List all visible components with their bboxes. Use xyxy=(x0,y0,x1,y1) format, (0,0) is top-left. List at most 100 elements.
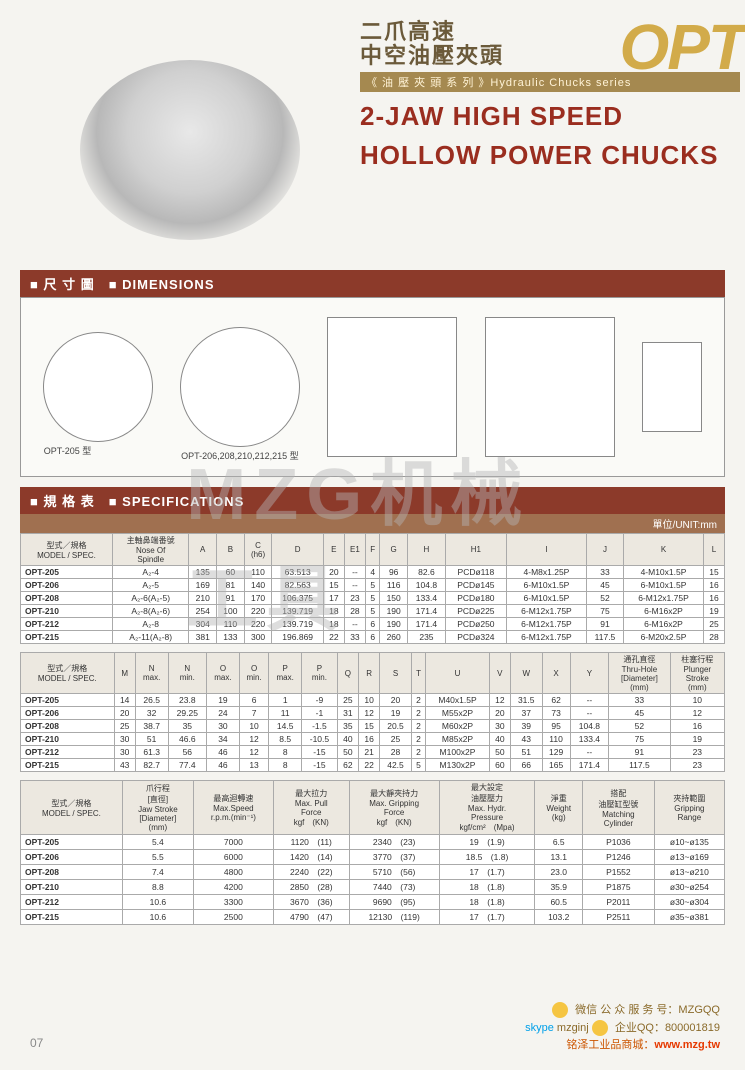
table-cell: M40x1.5P xyxy=(426,694,489,707)
table-cell: 6-M10x1.5P xyxy=(506,579,586,592)
table-cell: 171.4 xyxy=(408,618,446,631)
table-row: OPT-21510.625004790 (47)12130 (119)17 (1… xyxy=(21,910,725,925)
table-cell: 32 xyxy=(135,707,168,720)
table-header: Y xyxy=(570,653,609,694)
table-cell: 82.563 xyxy=(272,579,324,592)
table-header: E xyxy=(323,534,344,566)
table-row: OPT-2082538.735301014.5-1.5351520.52M60x… xyxy=(21,720,725,733)
table-header: C(h6) xyxy=(244,534,272,566)
table-header: M xyxy=(114,653,135,694)
table-cell: 6-M10x1.5P xyxy=(506,592,586,605)
diagram-front-1: OPT-205 型 xyxy=(43,332,153,442)
table-cell: P1036 xyxy=(582,835,654,850)
table-cell: 12 xyxy=(489,694,510,707)
table-cell: 4-M10x1.5P xyxy=(623,566,703,579)
table-cell: 46 xyxy=(207,746,240,759)
table-header: 淨重Weight(kg) xyxy=(535,781,582,835)
table-header: 最大拉力Max. PullForcekgf (KN) xyxy=(273,781,349,835)
table-cell: 11 xyxy=(269,707,302,720)
table-cell: 17 (1.7) xyxy=(439,865,535,880)
table-cell: M60x2P xyxy=(426,720,489,733)
table-cell: 75 xyxy=(586,605,623,618)
table-cell: OPT-215 xyxy=(21,910,123,925)
english-title-1: 2-JAW HIGH SPEED xyxy=(360,102,740,131)
table-cell: -- xyxy=(570,746,609,759)
site-line: 铭泽工业品商城：www.mzg.tw xyxy=(525,1037,720,1055)
table-header: Nmin. xyxy=(168,653,207,694)
table-cell: 2240 (22) xyxy=(273,865,349,880)
table-cell: 15 xyxy=(359,720,380,733)
table-cell: 73 xyxy=(542,707,570,720)
table-header: B xyxy=(217,534,245,566)
table-cell: 16 xyxy=(359,733,380,746)
table-cell: 117.5 xyxy=(586,631,623,644)
table-header: Omin. xyxy=(239,653,269,694)
table-row: OPT-210A₂-8(A₂-6)254100220139.7191828519… xyxy=(21,605,725,618)
dimensions-diagrams: OPT-205 型 OPT-206,208,210,212,215 型 xyxy=(20,297,725,477)
table-cell: 6000 xyxy=(193,850,273,865)
table-cell: 18.5 (1.8) xyxy=(439,850,535,865)
table-cell: 25 xyxy=(704,618,725,631)
chinese-title-1: 二爪高速 xyxy=(360,20,740,44)
table-header: F xyxy=(366,534,380,566)
table-cell: 116 xyxy=(380,579,408,592)
table-row: OPT-2051426.523.81961-92510202M40x1.5P12… xyxy=(21,694,725,707)
table-cell: ø30~ø304 xyxy=(654,895,724,910)
table-cell: OPT-210 xyxy=(21,733,115,746)
table-cell: 23.8 xyxy=(168,694,207,707)
table-cell: 17 (1.7) xyxy=(439,910,535,925)
table-cell: 60 xyxy=(217,566,245,579)
specs-title: ■ 規 格 表 ■ SPECIFICATIONS xyxy=(30,491,244,510)
table-cell: 28 xyxy=(704,631,725,644)
table-cell: PCDø324 xyxy=(445,631,506,644)
table-row: OPT-206A₂-51698114082.56315--5116104.8PC… xyxy=(21,579,725,592)
table-cell: P1552 xyxy=(582,865,654,880)
table-cell: 22 xyxy=(323,631,344,644)
table-cell: 30 xyxy=(114,733,135,746)
table-cell: 16 xyxy=(704,592,725,605)
table-cell: 16 xyxy=(670,720,724,733)
table-cell: 190 xyxy=(380,605,408,618)
table-cell: 5 xyxy=(411,759,426,772)
table-cell: 6-M12x1.75P xyxy=(506,605,586,618)
table-cell: 15 xyxy=(323,579,344,592)
table-header: D xyxy=(272,534,324,566)
table-cell: 4790 (47) xyxy=(273,910,349,925)
table-cell: 28 xyxy=(344,605,365,618)
table-cell: OPT-205 xyxy=(21,835,123,850)
table-cell: 19 xyxy=(670,733,724,746)
table-cell: 12130 (119) xyxy=(349,910,439,925)
diagram-2-label: OPT-206,208,210,212,215 型 xyxy=(181,449,299,462)
table-header: 柱塞行程PlungerStroke(mm) xyxy=(670,653,724,694)
table-cell: -10.5 xyxy=(302,733,338,746)
table-cell: 52 xyxy=(609,720,670,733)
table-cell: -15 xyxy=(302,759,338,772)
table-cell: 18 xyxy=(323,618,344,631)
table-cell: 12 xyxy=(359,707,380,720)
table-cell: 66 xyxy=(510,759,542,772)
table-cell: 21 xyxy=(359,746,380,759)
table-cell: 50 xyxy=(489,746,510,759)
table-header: J xyxy=(586,534,623,566)
table-cell: 2 xyxy=(411,720,426,733)
table-cell: 51 xyxy=(135,733,168,746)
table-cell: OPT-208 xyxy=(21,592,113,605)
spec-tables: 單位/UNIT:mm 型式／規格MODEL / SPEC.主軸鼻端番號Nose … xyxy=(20,514,725,925)
table-cell: 2 xyxy=(411,746,426,759)
table-cell: PCDø180 xyxy=(445,592,506,605)
table-cell: ø30~ø254 xyxy=(654,880,724,895)
table-header: K xyxy=(623,534,703,566)
table-cell: 3770 (37) xyxy=(349,850,439,865)
table-cell: 4-M8x1.25P xyxy=(506,566,586,579)
table-header: 搭配油壓缸型號MatchingCylinder xyxy=(582,781,654,835)
table-cell: 10.6 xyxy=(122,895,193,910)
table-cell: ø13~ø169 xyxy=(654,850,724,865)
table-cell: 46.6 xyxy=(168,733,207,746)
table-cell: 91 xyxy=(586,618,623,631)
specs-header: ■ 規 格 表 ■ SPECIFICATIONS xyxy=(20,487,725,514)
table-cell: ø13~ø210 xyxy=(654,865,724,880)
table-cell: 6-M12x1.75P xyxy=(623,592,703,605)
table-header: Q xyxy=(337,653,358,694)
table-cell: 19 (1.9) xyxy=(439,835,535,850)
table-cell: 51 xyxy=(510,746,542,759)
